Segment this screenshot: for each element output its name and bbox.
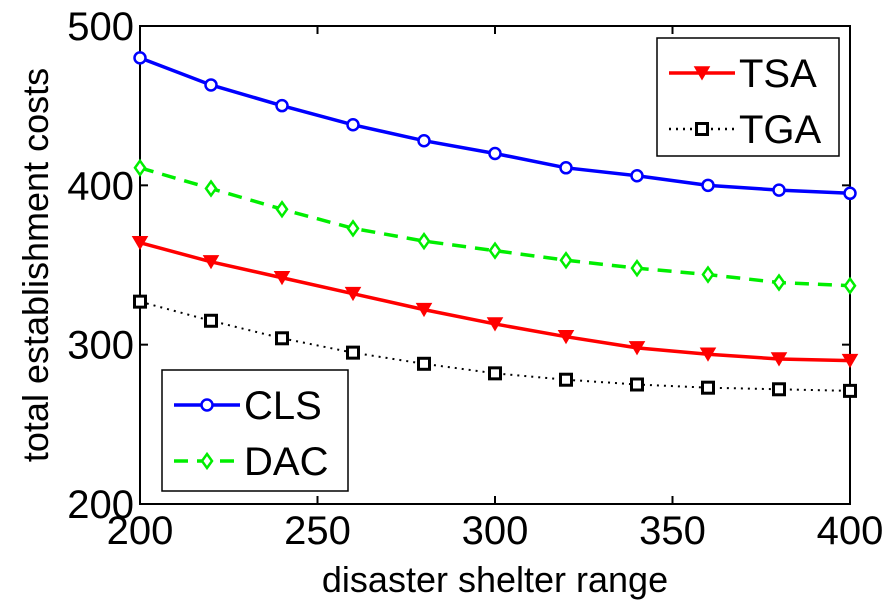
axis-ticks: 200 250 300 350 400 200 300 400 500 (67, 5, 883, 553)
legend-box (161, 369, 349, 492)
data-point-tga (204, 313, 218, 328)
series-tga (133, 294, 857, 398)
data-point-dac (630, 259, 644, 278)
data-point-tsa (770, 352, 788, 367)
data-point-tsa (628, 341, 646, 356)
legends: TSA TGA CLS DAC (161, 37, 840, 492)
data-point-cls (346, 118, 360, 132)
y-tick-label: 300 (67, 324, 134, 368)
data-point-tga (346, 345, 360, 360)
data-point-cls (133, 51, 147, 65)
data-point-tsa (699, 347, 717, 362)
data-point-tga (417, 356, 431, 371)
data-point-tga (772, 382, 786, 397)
x-tick-label: 250 (284, 509, 351, 553)
legend-label-dac: DAC (244, 440, 328, 484)
legend-box (656, 37, 840, 157)
data-point-dac (346, 219, 360, 238)
data-point-tga (559, 372, 573, 387)
data-point-dac (275, 200, 289, 219)
data-point-tsa (415, 302, 433, 318)
x-tick-label: 300 (462, 509, 529, 553)
data-point-tga (488, 366, 502, 381)
data-point-cls (275, 98, 289, 113)
data-point-dac (772, 273, 786, 292)
x-axis-title: disaster shelter range (322, 559, 668, 600)
series-tsa (131, 235, 859, 369)
data-point-cls (559, 161, 573, 175)
data-point-tsa (131, 235, 149, 251)
data-point-tga (843, 383, 857, 398)
x-tick-label: 400 (817, 509, 884, 553)
legend-marker-cls (200, 398, 214, 412)
data-point-tsa (486, 317, 504, 332)
legend-marker-tga (695, 122, 709, 136)
data-point-tga (275, 331, 289, 346)
data-point-dac (701, 265, 715, 284)
legend-marker-tsa (693, 66, 711, 81)
x-tick-label: 200 (107, 509, 174, 553)
legend-marker-dac (200, 451, 214, 471)
series-dac (133, 158, 857, 295)
data-point-tga (133, 294, 147, 309)
y-axis-title: total establishment costs (15, 68, 56, 462)
series-group (131, 51, 859, 398)
data-point-tsa (273, 270, 291, 286)
data-point-cls (417, 133, 431, 148)
data-point-cls (772, 183, 786, 197)
data-point-cls (204, 78, 218, 92)
data-point-cls (843, 186, 857, 201)
data-point-cls (701, 178, 715, 193)
y-tick-label: 200 (67, 483, 134, 527)
data-point-tsa (557, 329, 575, 345)
data-point-dac (204, 179, 218, 198)
legend-label-tsa: TSA (739, 52, 817, 96)
x-tick-label: 350 (639, 509, 706, 553)
data-point-dac (417, 231, 431, 251)
legend-label-cls: CLS (244, 384, 322, 428)
data-point-tga (630, 377, 644, 392)
series-cls (133, 51, 857, 201)
data-point-dac (843, 276, 857, 295)
y-tick-label: 500 (67, 5, 134, 49)
data-point-tsa (344, 286, 362, 302)
data-point-cls (630, 169, 644, 183)
data-point-dac (133, 158, 147, 177)
data-point-dac (559, 251, 573, 270)
data-point-cls (488, 146, 502, 161)
y-tick-label: 400 (67, 164, 134, 208)
legend-bottom-left: CLS DAC (161, 369, 349, 492)
series-line-dac (139, 166, 851, 288)
legend-top-right: TSA TGA (656, 37, 840, 157)
data-point-tga (701, 380, 715, 395)
data-point-tsa (841, 353, 859, 369)
data-point-dac (488, 241, 502, 260)
data-point-tsa (202, 255, 220, 270)
legend-label-tga: TGA (739, 108, 822, 152)
